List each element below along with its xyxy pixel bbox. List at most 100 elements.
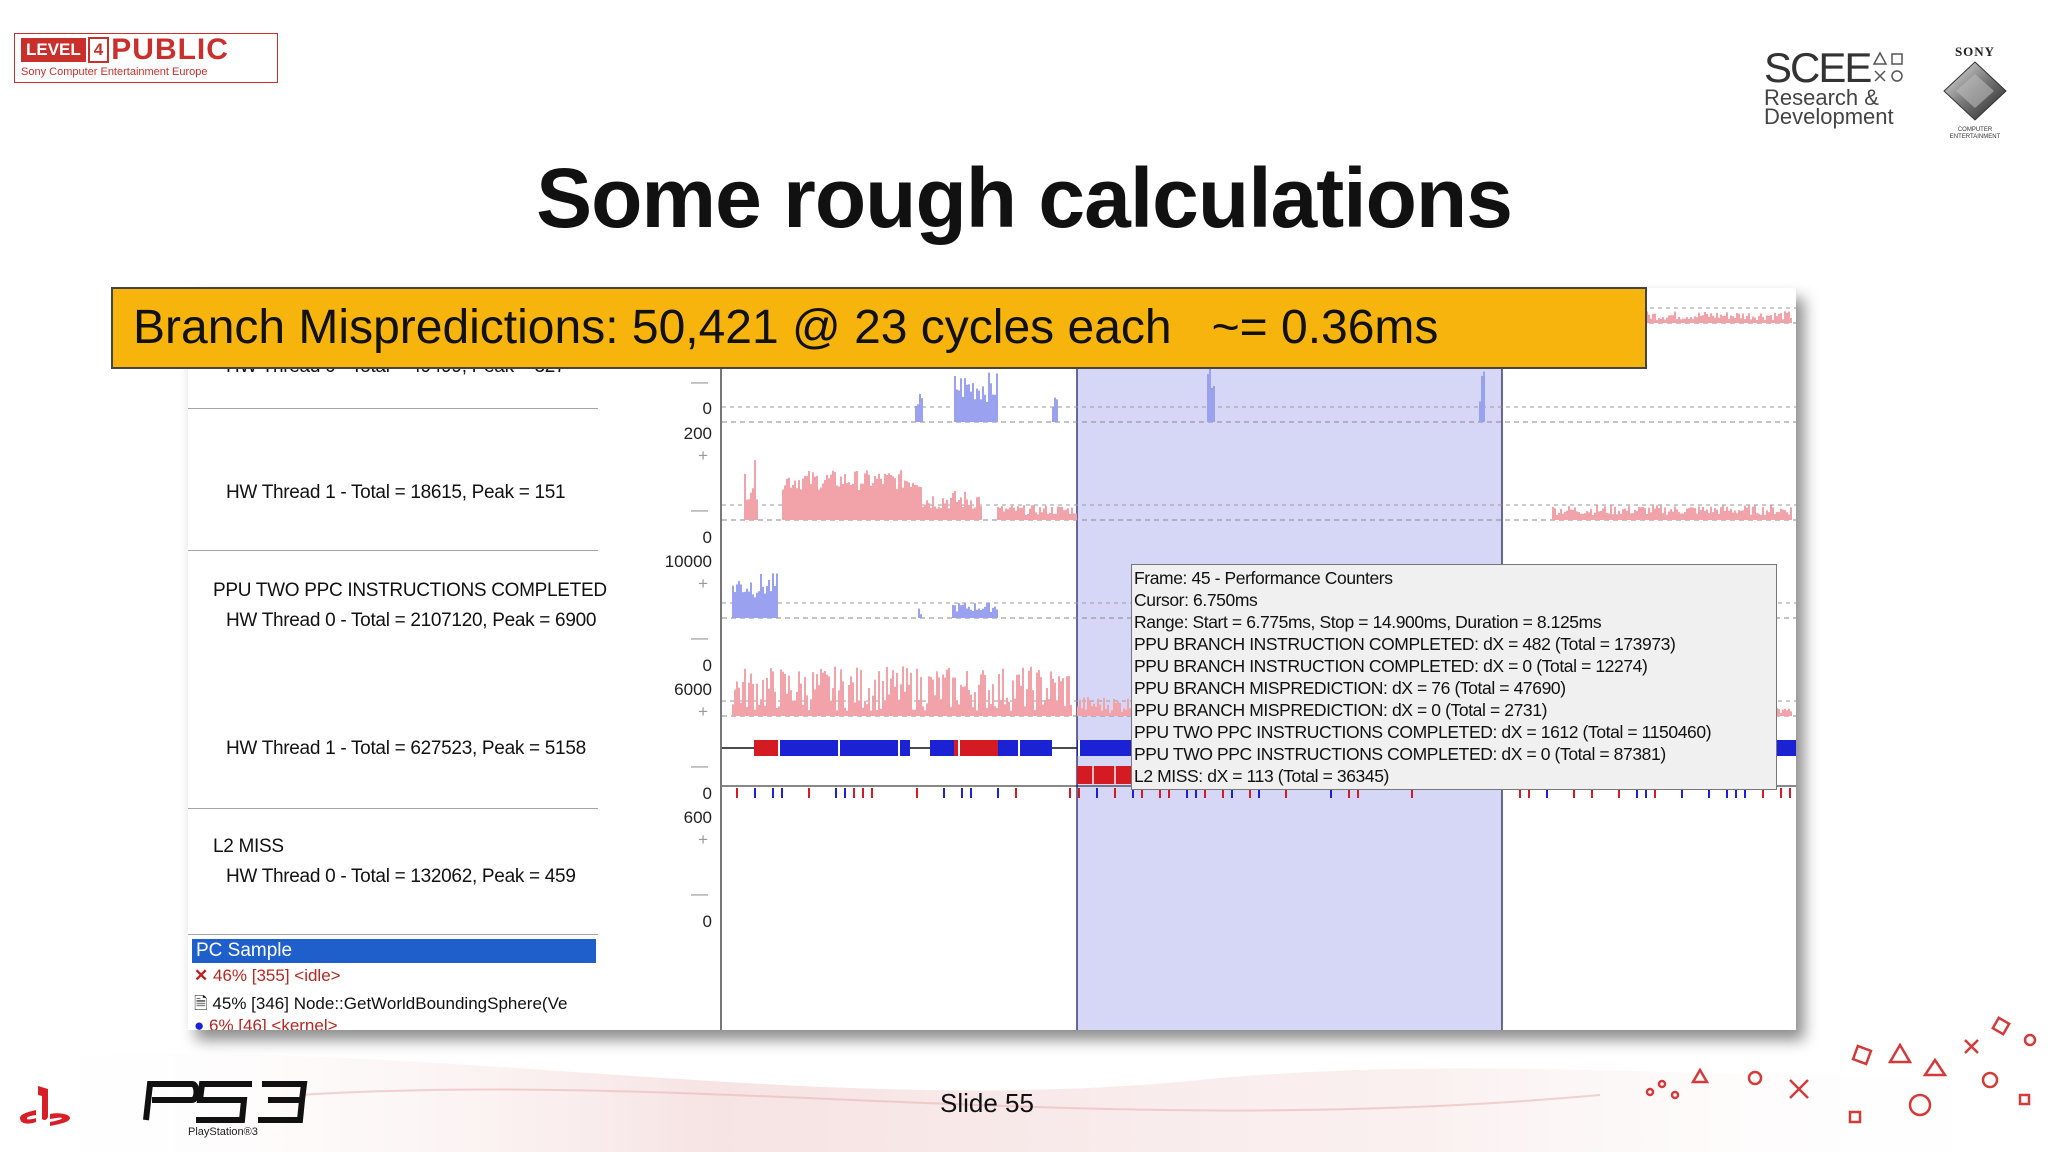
spike-bar (854, 702, 856, 716)
tooltip-line: Range: Start = 6.775ms, Stop = 14.900ms,… (1134, 612, 1602, 632)
spike-bar (1730, 315, 1732, 323)
spike-bar (944, 677, 946, 716)
spike-bar (822, 483, 824, 520)
spike-bar (738, 581, 740, 618)
spike-bar (782, 489, 784, 520)
ps3-subtitle: PlayStation®3 (188, 1126, 258, 1138)
spike-bar (896, 489, 898, 520)
spike-bar (1720, 507, 1722, 520)
spike-bar (1023, 505, 1025, 520)
spike-bar (1105, 708, 1107, 716)
spike-bar (1702, 315, 1704, 323)
spike-bar (1650, 512, 1652, 520)
spike-bar (1111, 710, 1113, 716)
spike-bar (1754, 505, 1756, 520)
spike-bar (1788, 514, 1790, 520)
spike-bar (1037, 514, 1039, 520)
spike-bar (1016, 674, 1018, 716)
pc-sample-header[interactable]: PC Sample (192, 939, 596, 963)
pc-sample-divider (778, 740, 780, 756)
spike-bar (1054, 682, 1056, 716)
spike-bar (1479, 401, 1481, 422)
spike-bar (1718, 317, 1720, 323)
spike-bar (946, 499, 948, 520)
spike-bar (1008, 701, 1010, 716)
spike-bar (978, 390, 980, 422)
spike-bar (1091, 706, 1093, 716)
spike-bar (1620, 513, 1622, 520)
spike-bar (920, 487, 922, 520)
spike-bar (944, 503, 946, 520)
spike-bar (772, 573, 774, 618)
tooltip-line: Cursor: 6.750ms (1134, 590, 1258, 610)
spike-bar (924, 710, 926, 716)
spike-bar (1630, 513, 1632, 520)
spike-bar (938, 506, 940, 520)
spike-bar (792, 484, 794, 520)
spike-bar (1768, 512, 1770, 520)
pc-sample-tick (1141, 788, 1143, 798)
value-axis-column: 0 — 200 + — 0 10000 + — 0 6000 + — 0 600… (608, 288, 722, 1030)
spike-bar (997, 507, 999, 520)
spike-bar (1038, 670, 1040, 716)
spike-bar (980, 674, 982, 716)
spike-bar (904, 691, 906, 716)
spike-bar (1760, 514, 1762, 520)
spike-bar (1079, 699, 1081, 716)
spike-bar (894, 478, 896, 520)
pc-sample-tick (1645, 788, 1647, 798)
pc-sample-tick (1735, 788, 1737, 798)
tooltip-line: PPU TWO PPC INSTRUCTIONS COMPLETED: dX =… (1134, 722, 1712, 742)
spike-bar (784, 673, 786, 716)
spike-bar (1702, 507, 1704, 520)
pc-sample-row-node[interactable]: 🗎 45% [346] Node::GetWorldBoundingSphere… (194, 991, 567, 1020)
spike-bar (810, 483, 812, 520)
spike-bar (1758, 513, 1760, 520)
playstation-symbols-icon (1873, 51, 1904, 82)
spike-bar (1586, 511, 1588, 520)
spike-bar (802, 704, 804, 716)
pc-sample-row-idle[interactable]: ✕ 46% [355] <idle> (194, 966, 341, 986)
pc-sample-row-kernel[interactable]: ● 6% [46] <kernel> (194, 1016, 338, 1030)
spike-bar (1119, 702, 1121, 716)
spike-bar (986, 707, 988, 716)
spike-bar (1772, 319, 1774, 323)
spike-bar (999, 507, 1001, 520)
spike-bar (842, 484, 844, 520)
spike-bar (1784, 708, 1786, 716)
spike-bar (798, 671, 800, 716)
spike-bar (1117, 700, 1119, 716)
pc-sample-tick (970, 788, 972, 798)
profiler-screenshot: HW Thread 0 - Total = 49499, Peak = 327 … (188, 288, 1796, 1030)
spike-bar (1678, 512, 1680, 520)
spike-bar (1604, 506, 1606, 520)
spike-bar (846, 483, 848, 520)
spike-bar (734, 689, 736, 716)
spike-bar (858, 489, 860, 520)
spike-bar (882, 484, 884, 520)
spike-bar (1722, 505, 1724, 520)
spike-bar (1732, 316, 1734, 323)
spike-bar (1790, 711, 1792, 716)
pc-sample-block (754, 740, 778, 756)
spike-bar (1007, 509, 1009, 520)
spike-bar (750, 673, 752, 716)
spike-bar (1005, 508, 1007, 520)
pc-sample-tick (961, 788, 963, 798)
spike-bar (1742, 313, 1744, 323)
spike-bar (986, 602, 988, 618)
spike-bar (1766, 510, 1768, 520)
spike-bar (962, 396, 964, 422)
counter-title-two-ppc: PPU TWO PPC INSTRUCTIONS COMPLETED (213, 580, 607, 601)
spike-bar (820, 668, 822, 716)
spike-bar (1650, 318, 1652, 323)
spike-bar (968, 384, 970, 422)
spike-bar (816, 475, 818, 520)
spike-bar (794, 480, 796, 520)
spike-bar (1125, 709, 1127, 716)
spike-bar (1640, 507, 1642, 520)
spike-bar (854, 471, 856, 520)
spike-bar (1013, 507, 1015, 520)
spike-bar (910, 487, 912, 520)
spike-bar (1752, 316, 1754, 323)
